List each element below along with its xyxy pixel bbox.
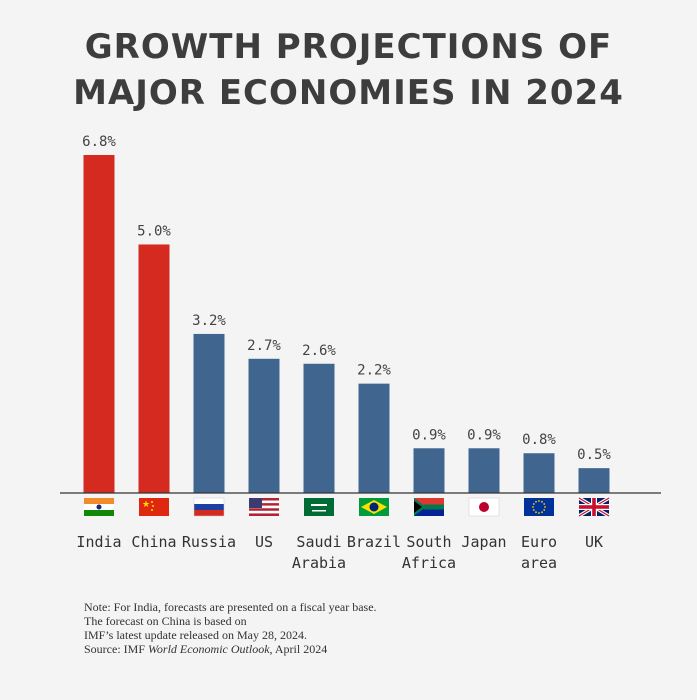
chart-title: GROWTH PROJECTIONS OF MAJOR ECONOMIES IN… — [0, 24, 697, 116]
bar-brazil — [358, 383, 390, 493]
chart-note: Note: For India, forecasts are presented… — [84, 600, 644, 656]
brazil-flag-icon — [359, 498, 389, 516]
india-flag-icon — [84, 498, 114, 516]
category-label: Russia — [182, 533, 236, 551]
value-label: 0.9% — [467, 427, 501, 443]
uk-flag-icon — [578, 496, 610, 518]
title-line-2: MAJOR ECONOMIES IN 2024 — [73, 73, 624, 113]
bar-uk — [578, 468, 610, 493]
category-label: Saudi Arabia — [292, 533, 346, 572]
bar-saudi-arabia — [303, 363, 335, 493]
japan-flag-icon — [468, 497, 500, 517]
category-label: South Africa — [402, 533, 456, 572]
bar-japan — [468, 448, 500, 493]
category-label: Brazil — [347, 533, 401, 551]
category-label: Japan — [461, 533, 506, 551]
value-label: 2.7% — [247, 338, 281, 354]
note-line-2: The forecast on China is based on — [84, 614, 247, 628]
value-label: 2.2% — [357, 363, 391, 379]
bar-us — [248, 358, 280, 493]
category-label: US — [255, 533, 273, 551]
bar-russia — [193, 333, 225, 493]
us-flag-icon — [249, 498, 279, 516]
source-prefix: Source: IMF — [84, 642, 148, 656]
value-label: 6.8% — [82, 134, 116, 150]
bar-china — [138, 244, 170, 493]
value-label: 0.8% — [522, 432, 556, 448]
value-label: 0.5% — [577, 447, 611, 463]
saudi-arabia-flag-icon — [304, 498, 334, 516]
source-suffix: , April 2024 — [269, 642, 328, 656]
south-africa-flag-icon — [414, 498, 444, 516]
note-line-3: IMF’s latest update released on May 28, … — [84, 628, 307, 642]
category-label: UK — [585, 533, 603, 551]
value-label: 3.2% — [192, 313, 226, 329]
bar-south-africa — [413, 448, 445, 493]
value-label: 0.9% — [412, 427, 446, 443]
russia-flag-icon — [193, 497, 225, 517]
eu-flag-icon — [524, 498, 554, 516]
bar-euro-area — [523, 453, 555, 493]
category-label: Euro area — [521, 533, 557, 572]
svg-text:★: ★ — [142, 500, 150, 510]
bar-india — [83, 155, 115, 493]
title-line-1: GROWTH PROJECTIONS OF — [84, 27, 613, 67]
value-label: 5.0% — [137, 223, 171, 239]
note-line-1: Note: For India, forecasts are presented… — [84, 600, 377, 614]
value-label: 2.6% — [302, 343, 336, 359]
category-label: China — [131, 533, 176, 551]
source-line: Source: IMF World Economic Outlook, Apri… — [84, 642, 644, 656]
category-label: India — [76, 533, 121, 551]
china-flag-icon: ★ — [139, 498, 169, 516]
source-title: World Economic Outlook — [148, 642, 270, 656]
